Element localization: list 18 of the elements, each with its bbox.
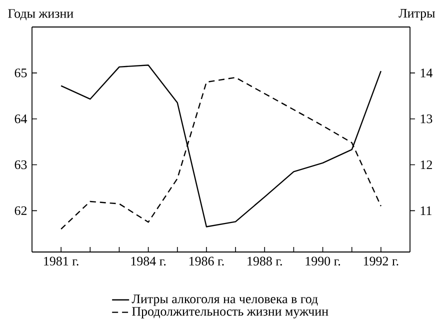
x-tick-label: 1990 г. — [306, 256, 340, 266]
y-tick-label: 62 — [14, 206, 27, 216]
y2-tick-label: 14 — [420, 68, 432, 78]
y-tick-label: 63 — [14, 160, 27, 170]
y-tick-label: 65 — [14, 68, 27, 78]
x-tick-label: 1988 г. — [248, 256, 282, 266]
x-tick-label: 1981 г. — [44, 256, 78, 266]
y2-tick-label: 11 — [420, 206, 432, 215]
y2-tick-label: 13 — [420, 114, 432, 124]
y-tick-label: 64 — [14, 114, 28, 124]
y2-tick-label: 12 — [420, 160, 432, 170]
x-tick-label: 1992 г. — [364, 256, 398, 266]
x-tick-label: 1984 г. — [131, 256, 166, 266]
x-tick-label: 1986 г. — [189, 256, 224, 266]
legend-label: Литры алкоголя на человека в год — [132, 294, 318, 306]
y2-axis-title: Литры — [398, 9, 435, 20]
legend-label: Продолжительность жизни мужчин — [132, 307, 328, 318]
y-axis-title: Годы жизни — [8, 9, 74, 20]
